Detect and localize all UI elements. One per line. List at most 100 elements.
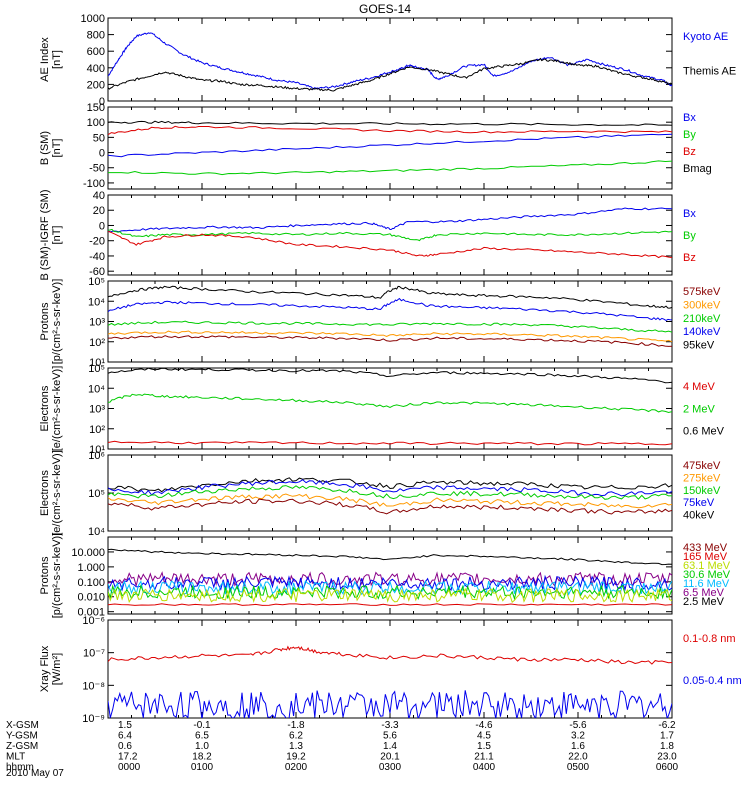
y-tick-label: 1000	[81, 13, 105, 25]
ephemeris-row-label: hhmm	[6, 762, 34, 773]
y-axis-label: [nT]	[51, 226, 63, 245]
y-tick-label: 600	[87, 46, 105, 58]
ephemeris-value: 0200	[285, 762, 308, 773]
ephemeris-row-label: Y-GSM	[6, 731, 38, 742]
y-axis-label: [e/(cm²-s-sr-keV)]	[51, 450, 63, 536]
ephemeris-value: -0.1	[193, 720, 211, 731]
y-tick-label: 40	[93, 190, 105, 202]
y-tick-label: 10⁵	[88, 488, 105, 500]
legend-75kev: 75keV	[683, 497, 715, 509]
series-bx	[108, 133, 672, 158]
y-tick-label: 10⁴	[88, 526, 105, 538]
y-axis-label: Protons	[39, 556, 51, 594]
series-300kev	[108, 297, 672, 321]
y-tick-label: 0	[99, 148, 105, 160]
y-tick-label: -100	[83, 178, 105, 190]
legend-2-mev: 2 MeV	[683, 403, 715, 415]
y-tick-label: 0.010	[77, 592, 105, 604]
legend-6-5-mev: 6.5 MeV	[683, 587, 725, 599]
ephemeris-row-label: Z-GSM	[6, 741, 38, 752]
ephemeris-value: -5.6	[569, 720, 587, 731]
series-210kev	[108, 320, 672, 333]
y-tick-label: 1.000	[77, 562, 105, 574]
series-2-mev	[108, 393, 672, 414]
legend-210kev: 210keV	[683, 313, 721, 325]
ephemeris-value: 1.6	[571, 741, 585, 752]
legend-bz: Bz	[683, 252, 696, 264]
y-tick-label: 10⁴	[88, 296, 105, 308]
series-575kev	[108, 285, 672, 309]
series-2-5-mev	[108, 548, 672, 566]
ephemeris-value: -3.3	[381, 720, 399, 731]
y-tick-label: 10¹	[89, 444, 105, 456]
series-0-1-0-8-nm	[108, 645, 672, 665]
series-40kev	[108, 477, 672, 493]
legend-bx: Bx	[683, 112, 696, 124]
y-tick-label: 800	[87, 30, 105, 42]
legend-275kev: 275keV	[683, 472, 721, 484]
plot-title: GOES-14	[359, 2, 411, 16]
y-axis-label: [p/(cm²-s-sr-keV)]	[51, 533, 63, 619]
ephemeris-value: 22.0	[568, 752, 588, 763]
ephemeris-value: 1.3	[289, 741, 303, 752]
y-tick-label: 0.001	[77, 607, 105, 619]
legend-63-1-mev: 63.1 MeV	[683, 560, 731, 572]
legend-0-1-0-8-nm: 0.1-0.8 nm	[683, 633, 736, 645]
y-tick-label: 50	[93, 132, 105, 144]
legend-300kev: 300keV	[683, 299, 721, 311]
y-tick-label: 150	[87, 102, 105, 114]
series-150kev	[108, 485, 672, 500]
series-140kev	[108, 330, 672, 343]
legend-40kev: 40keV	[683, 510, 715, 522]
legend-bmag: Bmag	[683, 163, 712, 175]
ephemeris-value: 0100	[191, 762, 214, 773]
y-axis-label: AE Index	[39, 37, 51, 82]
ephemeris-value: 6.5	[195, 731, 209, 742]
y-tick-label: 0.100	[77, 577, 105, 589]
y-tick-label: 10⁵	[88, 276, 105, 288]
series-4-mev	[108, 440, 672, 446]
series-275kev	[108, 493, 672, 509]
y-tick-label: 10⁵	[88, 363, 105, 375]
ephemeris-value: 0600	[656, 762, 679, 773]
ephemeris-value: 0500	[567, 762, 590, 773]
y-tick-label: 10⁻⁸	[82, 680, 105, 692]
ephemeris-value: 0000	[118, 762, 141, 773]
panel-1: 1000 800 600 400 200 0 AE Index [nT] Kyoto AE The…	[39, 13, 736, 108]
legend-11-6-mev: 11.6 MeV	[683, 578, 730, 590]
ephemeris-value: 18.2	[192, 752, 212, 763]
ephemeris-value: 6.2	[289, 731, 303, 742]
y-axis-label: [nT]	[51, 139, 63, 158]
legend-themis-ae: Themis AE	[683, 66, 736, 78]
legend-bx: Bx	[683, 208, 696, 220]
series-0-05-0-4-nm	[108, 690, 672, 718]
y-axis-label: Protons	[39, 302, 51, 340]
ephemeris-value: 3.2	[571, 731, 585, 742]
panel-6: 10⁶ 10⁵ 10⁴ Electrons [e/(cm²-s-sr-keV)] 475k…	[39, 450, 721, 538]
ephemeris-row-label: X-GSM	[6, 720, 39, 731]
series-bx	[108, 207, 672, 233]
y-axis-label: Xray Flux	[39, 645, 51, 692]
legend-575kev: 575keV	[683, 286, 721, 298]
y-tick-label: 20	[93, 205, 105, 217]
series-95kev	[108, 335, 672, 347]
series-themis-ae	[108, 57, 672, 92]
series-bmag	[108, 120, 672, 127]
y-axis-label: [p/(cm²-s-sr-keV)]	[51, 279, 63, 365]
panel-5: 10⁵ 10⁴ 10³ 10² 10¹ Electrons [e/(cm²-s-sr-keV…	[39, 363, 725, 456]
date-label: 2010 May 07	[6, 768, 64, 779]
y-tick-label: 0	[99, 220, 105, 232]
panel-frame	[107, 619, 673, 719]
y-tick-label: 10¹	[89, 357, 105, 369]
series-0-6-mev	[108, 368, 672, 384]
ephemeris-value: 23.0	[657, 752, 677, 763]
y-tick-label: 10⁴	[88, 383, 105, 395]
y-tick-label: 10²	[89, 337, 105, 349]
ephemeris-value: 0300	[379, 762, 402, 773]
panel-4: 10⁵ 10⁴ 10³ 10² 10¹ Protons [p/(cm²-s-sr-keV)]…	[39, 276, 721, 369]
y-tick-label: 10.000	[71, 547, 105, 559]
panel-frame	[107, 536, 673, 615]
panel-3: 40 20 0 -20 -40 -60 B (SM)-IGRF (SM) [nT] Bx By Bz	[39, 189, 696, 280]
